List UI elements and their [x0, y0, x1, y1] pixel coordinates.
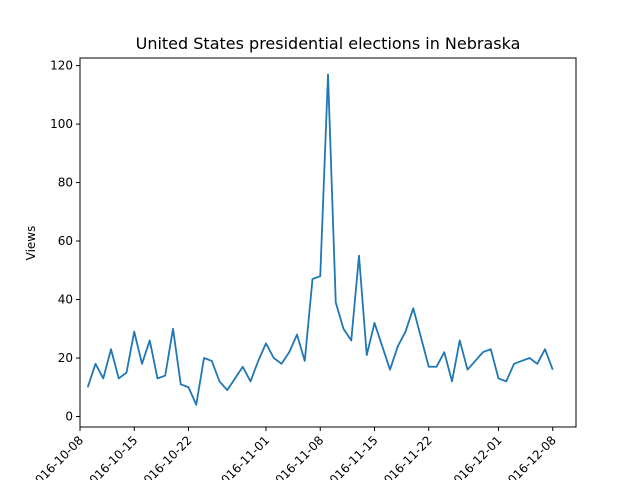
y-tick-label: 20: [58, 351, 73, 365]
x-tick-label: 2016-10-22: [135, 433, 194, 480]
x-tick-label: 2016-12-01: [445, 433, 504, 480]
chart-title: United States presidential elections in …: [136, 34, 521, 53]
plot-frame: [79, 57, 577, 428]
x-tick-label: 2016-10-08: [27, 433, 86, 480]
series-line: [86, 73, 554, 406]
x-tick-label: 2016-11-15: [321, 433, 380, 480]
y-tick-label: 60: [58, 234, 73, 248]
y-tick-label: 80: [58, 176, 73, 190]
x-tick-label: 2016-11-22: [376, 433, 435, 480]
plot-area: [86, 73, 554, 406]
y-tick-label: 120: [50, 59, 73, 73]
x-tick-label: 2016-11-08: [267, 433, 326, 480]
y-tick-label: 100: [50, 117, 73, 131]
y-tick-label: 0: [65, 409, 73, 423]
x-tick-label: 2016-10-15: [81, 433, 140, 480]
x-tick-label: 2016-11-01: [213, 433, 272, 480]
y-axis-label: Views: [24, 226, 38, 261]
y-axis: 0 20 40 60 80 100 120: [50, 59, 80, 423]
y-tick-label: 40: [58, 293, 73, 307]
x-tick-label: 2016-12-08: [500, 433, 559, 480]
